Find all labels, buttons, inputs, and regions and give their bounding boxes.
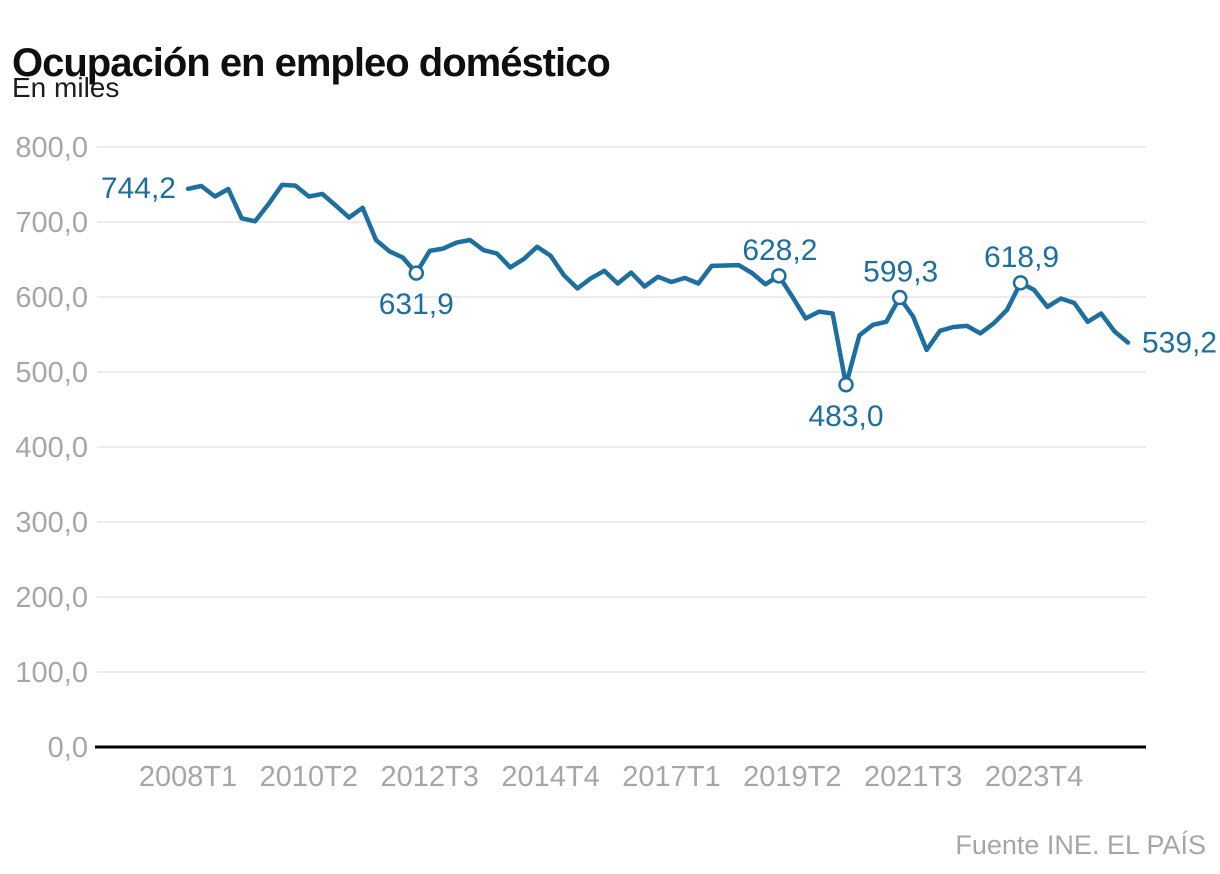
source-credit: Fuente INE. EL PAÍS: [955, 830, 1206, 860]
x-tick-label: 2021T3: [864, 761, 962, 793]
x-tick-label: 2012T3: [381, 761, 479, 793]
y-tick-label: 400,0: [15, 432, 88, 464]
y-tick-label: 700,0: [15, 207, 88, 239]
data-point-label: 618,9: [984, 241, 1059, 274]
x-tick-label: 2014T4: [501, 761, 599, 793]
data-point-marker: [1012, 275, 1029, 291]
y-tick-label: 0,0: [48, 732, 88, 764]
x-tick-label: 2023T4: [985, 761, 1083, 793]
chart-title: Ocupación en empleo doméstico: [12, 40, 611, 85]
data-point-label: 628,2: [742, 234, 817, 267]
data-point-marker: [891, 289, 908, 306]
x-tick-label: 2010T2: [260, 761, 358, 793]
chart-subtitle: En miles: [12, 72, 120, 103]
data-point-label: 539,2: [1142, 327, 1217, 360]
y-tick-label: 200,0: [15, 582, 88, 614]
y-tick-label: 600,0: [15, 282, 88, 314]
x-tick-label: 2008T1: [139, 761, 237, 793]
data-point-marker: [408, 265, 425, 281]
data-point-label: 744,2: [101, 172, 176, 205]
data-point-label: 483,0: [808, 400, 883, 433]
x-tick-label: 2017T1: [622, 761, 720, 793]
data-point-label: 599,3: [863, 256, 938, 289]
y-tick-label: 500,0: [15, 357, 88, 389]
y-tick-label: 800,0: [15, 132, 88, 164]
y-tick-label: 100,0: [15, 657, 88, 689]
data-point-marker: [771, 268, 787, 284]
x-tick-label: 2019T2: [743, 761, 841, 793]
y-tick-label: 300,0: [15, 507, 88, 539]
data-point-marker: [838, 377, 854, 393]
data-point-label: 631,9: [379, 288, 454, 321]
data-series-line: [185, 182, 1131, 388]
